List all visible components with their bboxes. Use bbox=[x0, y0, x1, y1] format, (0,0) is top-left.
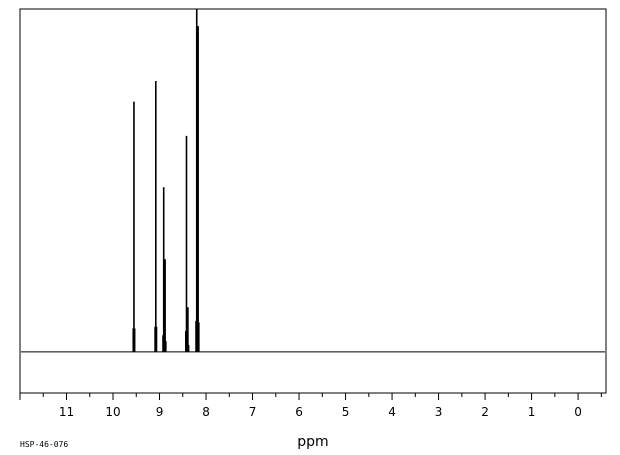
x-tick-label: 11 bbox=[59, 405, 74, 419]
x-axis-title: ppm bbox=[297, 434, 328, 450]
plot-frame bbox=[19, 8, 607, 394]
x-tick-label: 4 bbox=[388, 405, 396, 419]
x-axis-ticks: 11 10 9 8 7 6 5 4 3 2 1 0 bbox=[19, 393, 602, 419]
x-tick-label: 5 bbox=[342, 405, 350, 419]
x-tick-label: 9 bbox=[156, 405, 164, 419]
x-tick-label: 6 bbox=[295, 405, 303, 419]
x-tick-label: 7 bbox=[249, 405, 257, 419]
spectrum-layer bbox=[21, 9, 605, 353]
x-tick-label: 10 bbox=[105, 405, 120, 419]
x-tick-label: 0 bbox=[574, 405, 582, 419]
x-tick-label: 3 bbox=[435, 405, 443, 419]
x-tick-label: 2 bbox=[481, 405, 489, 419]
x-tick-label: 8 bbox=[202, 405, 210, 419]
spectrum-id-label: HSP-46-076 bbox=[20, 440, 68, 449]
x-tick-label: 1 bbox=[528, 405, 536, 419]
